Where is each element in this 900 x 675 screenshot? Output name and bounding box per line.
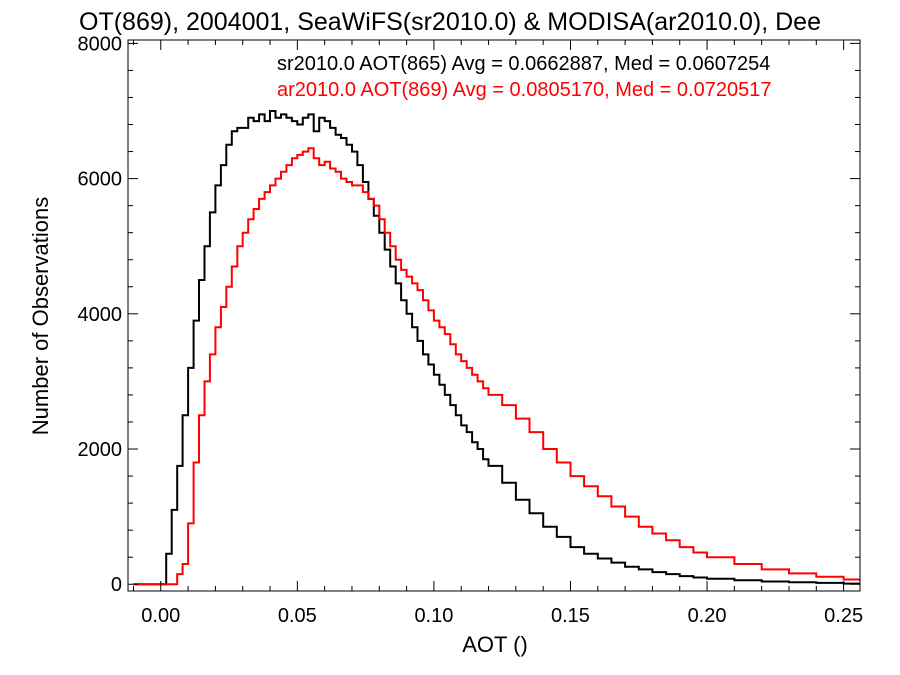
x-axis: 0.00 0.05 0.10 0.15 0.20 0.25 <box>132 40 863 627</box>
series-line-1 <box>133 147 860 586</box>
x-tick-label: 0.10 <box>414 605 453 627</box>
x-tick-label: 0.05 <box>278 605 317 627</box>
y-tick-label: 8000 <box>78 33 123 55</box>
y-tick-label: 4000 <box>78 304 123 326</box>
legend-entry-sr2010: sr2010.0 AOT(865) Avg = 0.0662887, Med =… <box>277 53 770 75</box>
y-tick-label: 6000 <box>78 169 123 191</box>
x-tick-label: 0.15 <box>551 605 590 627</box>
y-tick-label: 0 <box>111 574 122 596</box>
series-line-0 <box>133 110 860 586</box>
y-axis-label: Number of Observations <box>28 197 53 435</box>
x-tick-label: 0.25 <box>824 605 863 627</box>
x-axis-label: AOT () <box>462 632 528 657</box>
y-tick-label: 2000 <box>78 439 123 461</box>
plot-frame <box>127 39 861 592</box>
chart-title: OT(869), 2004001, SeaWiFS(sr2010.0) & MO… <box>79 8 821 36</box>
series-layer <box>133 110 860 586</box>
x-tick-label: 0.20 <box>688 605 727 627</box>
x-tick-label: 0.00 <box>141 605 180 627</box>
y-axis: 0 2000 4000 6000 8000 <box>78 33 860 596</box>
legend-entry-ar2010: ar2010.0 AOT(869) Avg = 0.0805170, Med =… <box>277 79 771 101</box>
